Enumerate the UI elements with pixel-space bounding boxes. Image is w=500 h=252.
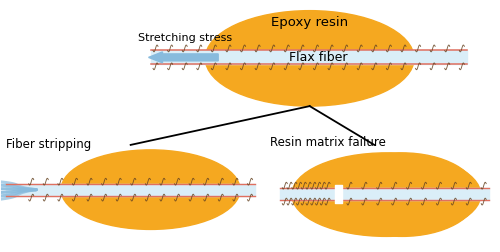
Text: Flax fiber: Flax fiber [290,51,348,64]
Ellipse shape [61,150,240,229]
Text: Resin matrix failure: Resin matrix failure [270,136,386,149]
Bar [280,188,334,200]
Ellipse shape [326,153,478,236]
Bar [150,50,467,64]
Bar [342,188,488,200]
Text: Epoxy resin: Epoxy resin [271,16,348,29]
Ellipse shape [205,11,414,106]
Ellipse shape [292,153,480,236]
FancyArrow shape [148,52,218,63]
Text: Stretching stress: Stretching stress [138,34,232,44]
Text: Fiber stripping: Fiber stripping [6,138,91,151]
Bar [6,184,255,196]
